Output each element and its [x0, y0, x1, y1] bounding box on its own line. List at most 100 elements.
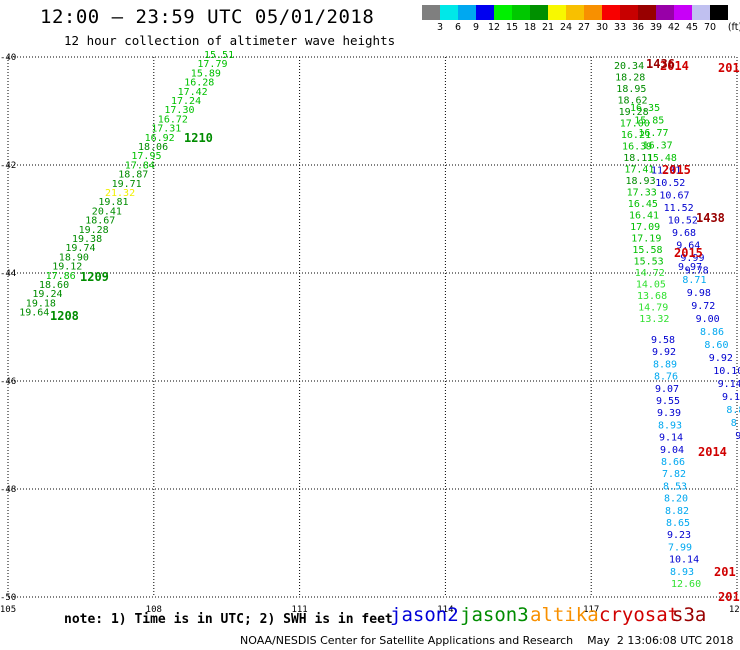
satellite-legend-altika: altika — [530, 604, 599, 626]
wave-height-value: 18.67 — [85, 216, 115, 227]
wave-height-value: 11.52 — [664, 203, 694, 214]
wave-height-value: 14.05 — [636, 280, 666, 291]
wave-height-value: 10.67 — [659, 191, 689, 202]
time-label: 2014 — [660, 59, 689, 73]
wave-height-value: 16.35 — [630, 103, 660, 114]
wave-height-value: 17.24 — [171, 96, 201, 107]
wave-height-value: 9.92 — [709, 353, 733, 364]
satellite-legend-jason3: jason3 — [460, 604, 529, 626]
time-label: 1438 — [696, 211, 725, 225]
wave-height-value: 16.37 — [643, 141, 673, 152]
wave-height-value: 18.06 — [138, 142, 168, 153]
credit-line: NOAA/NESDIS Center for Satellite Applica… — [240, 634, 734, 647]
colorbar-label: 42 — [667, 22, 681, 33]
colorbar-swatch — [548, 5, 566, 20]
wave-height-value: 10.52 — [668, 216, 698, 227]
wave-height-value: 9.07 — [655, 384, 679, 395]
wave-height-value: 17.41 — [624, 165, 654, 176]
wave-height-value: 19.28 — [79, 225, 109, 236]
wave-height-value: 17.86 — [46, 271, 76, 282]
wave-height-value: 19.81 — [98, 197, 128, 208]
colorbar-label: 30 — [595, 22, 609, 33]
wave-height-value: 10.10 — [713, 366, 740, 377]
time-label: 1436 — [646, 57, 675, 71]
wave-height-value: 8.71 — [682, 275, 706, 286]
wave-height-value: 9.23 — [667, 530, 691, 541]
colorbar-label: 3 — [436, 22, 444, 33]
wave-height-value: 9.97 — [678, 262, 702, 273]
wave-height-value: 9.1 — [722, 392, 740, 403]
page-title: 12:00 – 23:59 UTC 05/01/2018 — [40, 6, 375, 28]
wave-height-value: 15.48 — [647, 153, 677, 164]
wave-height-value: 17.00 — [620, 119, 650, 130]
wave-height-value: 9 — [735, 431, 740, 442]
wave-height-value: 8.20 — [664, 494, 688, 505]
wave-height-value: 17.84 — [125, 160, 155, 171]
wave-height-value: 18.93 — [626, 176, 656, 187]
wave-height-value: 8.93 — [670, 567, 694, 578]
wave-height-value: 8.8 — [726, 405, 740, 416]
time-label: 1208 — [50, 309, 79, 323]
colorbar-label: 33 — [613, 22, 627, 33]
colorbar-swatch — [440, 5, 458, 20]
time-label: 1209 — [80, 270, 109, 284]
time-label: 2015 — [662, 163, 691, 177]
wave-height-value: 14.79 — [638, 303, 668, 314]
wave-height-value: 16.77 — [638, 128, 668, 139]
wave-height-value: 17.09 — [630, 222, 660, 233]
wave-height-value: 19.28 — [619, 107, 649, 118]
wave-height-value: 10.52 — [655, 178, 685, 189]
wave-height-value: 14.72 — [635, 268, 665, 279]
wave-height-value: 19.71 — [112, 179, 142, 190]
wave-height-value: 15.51 — [204, 50, 234, 61]
longitude-label: 114 — [437, 605, 453, 615]
colorbar-swatch — [530, 5, 548, 20]
wave-height-value: 16.72 — [158, 114, 188, 125]
wave-height-value: 19.64 — [19, 308, 49, 319]
wave-height-value: 18.28 — [615, 73, 645, 84]
wave-height-value: 16.39 — [622, 142, 652, 153]
wave-height-value: 18.87 — [118, 170, 148, 181]
colorbar-swatch — [422, 5, 440, 20]
wave-height-value: 15.53 — [634, 257, 664, 268]
wave-height-value: 10.14 — [669, 555, 699, 566]
time-label: 1210 — [184, 131, 213, 145]
wave-height-value: 9.99 — [680, 253, 704, 264]
colorbar-label: 15 — [505, 22, 519, 33]
colorbar-label: 24 — [559, 22, 573, 33]
satellite-legend-s3a: s3a — [672, 604, 707, 626]
wave-height-value: 17.42 — [178, 87, 208, 98]
colorbar-swatch — [638, 5, 656, 20]
colorbar-label: 36 — [631, 22, 645, 33]
wave-height-value: 9.39 — [657, 408, 681, 419]
wave-height-value: 18.11 — [623, 153, 653, 164]
wave-height-value: 17.30 — [164, 105, 194, 116]
wave-height-value: 15.58 — [632, 245, 662, 256]
time-label: 201 — [714, 565, 736, 579]
time-label: 2015 — [718, 61, 740, 75]
colorbar-swatch — [602, 5, 620, 20]
wave-height-value: 19.38 — [72, 234, 102, 245]
wave-height-value: 8.76 — [654, 372, 678, 383]
wave-height-value: 9.14 — [718, 379, 740, 390]
wave-height-value: 16.45 — [628, 199, 658, 210]
colorbar-swatch — [656, 5, 674, 20]
wave-height-value: 16.28 — [184, 78, 214, 89]
wave-height-value: 11.91 — [651, 166, 681, 177]
longitude-label: 117 — [583, 605, 599, 615]
colorbar-label: 39 — [649, 22, 663, 33]
wave-height-value: 17.79 — [197, 59, 227, 70]
wave-height-value: 21.32 — [105, 188, 135, 199]
wave-height-value: 18.95 — [616, 84, 646, 95]
wave-height-value: 15.85 — [634, 116, 664, 127]
wave-height-value: 8 — [731, 418, 737, 429]
wave-height-value: 9.55 — [656, 396, 680, 407]
wave-height-value: 19.18 — [26, 298, 56, 309]
wave-height-value: 15.89 — [191, 68, 221, 79]
longitude-label: 111 — [291, 605, 307, 615]
wave-height-value: 9.14 — [659, 433, 683, 444]
wave-height-value: 20.41 — [92, 206, 122, 217]
wave-height-value: 7.82 — [662, 469, 686, 480]
colorbar-label: 9 — [472, 22, 480, 33]
